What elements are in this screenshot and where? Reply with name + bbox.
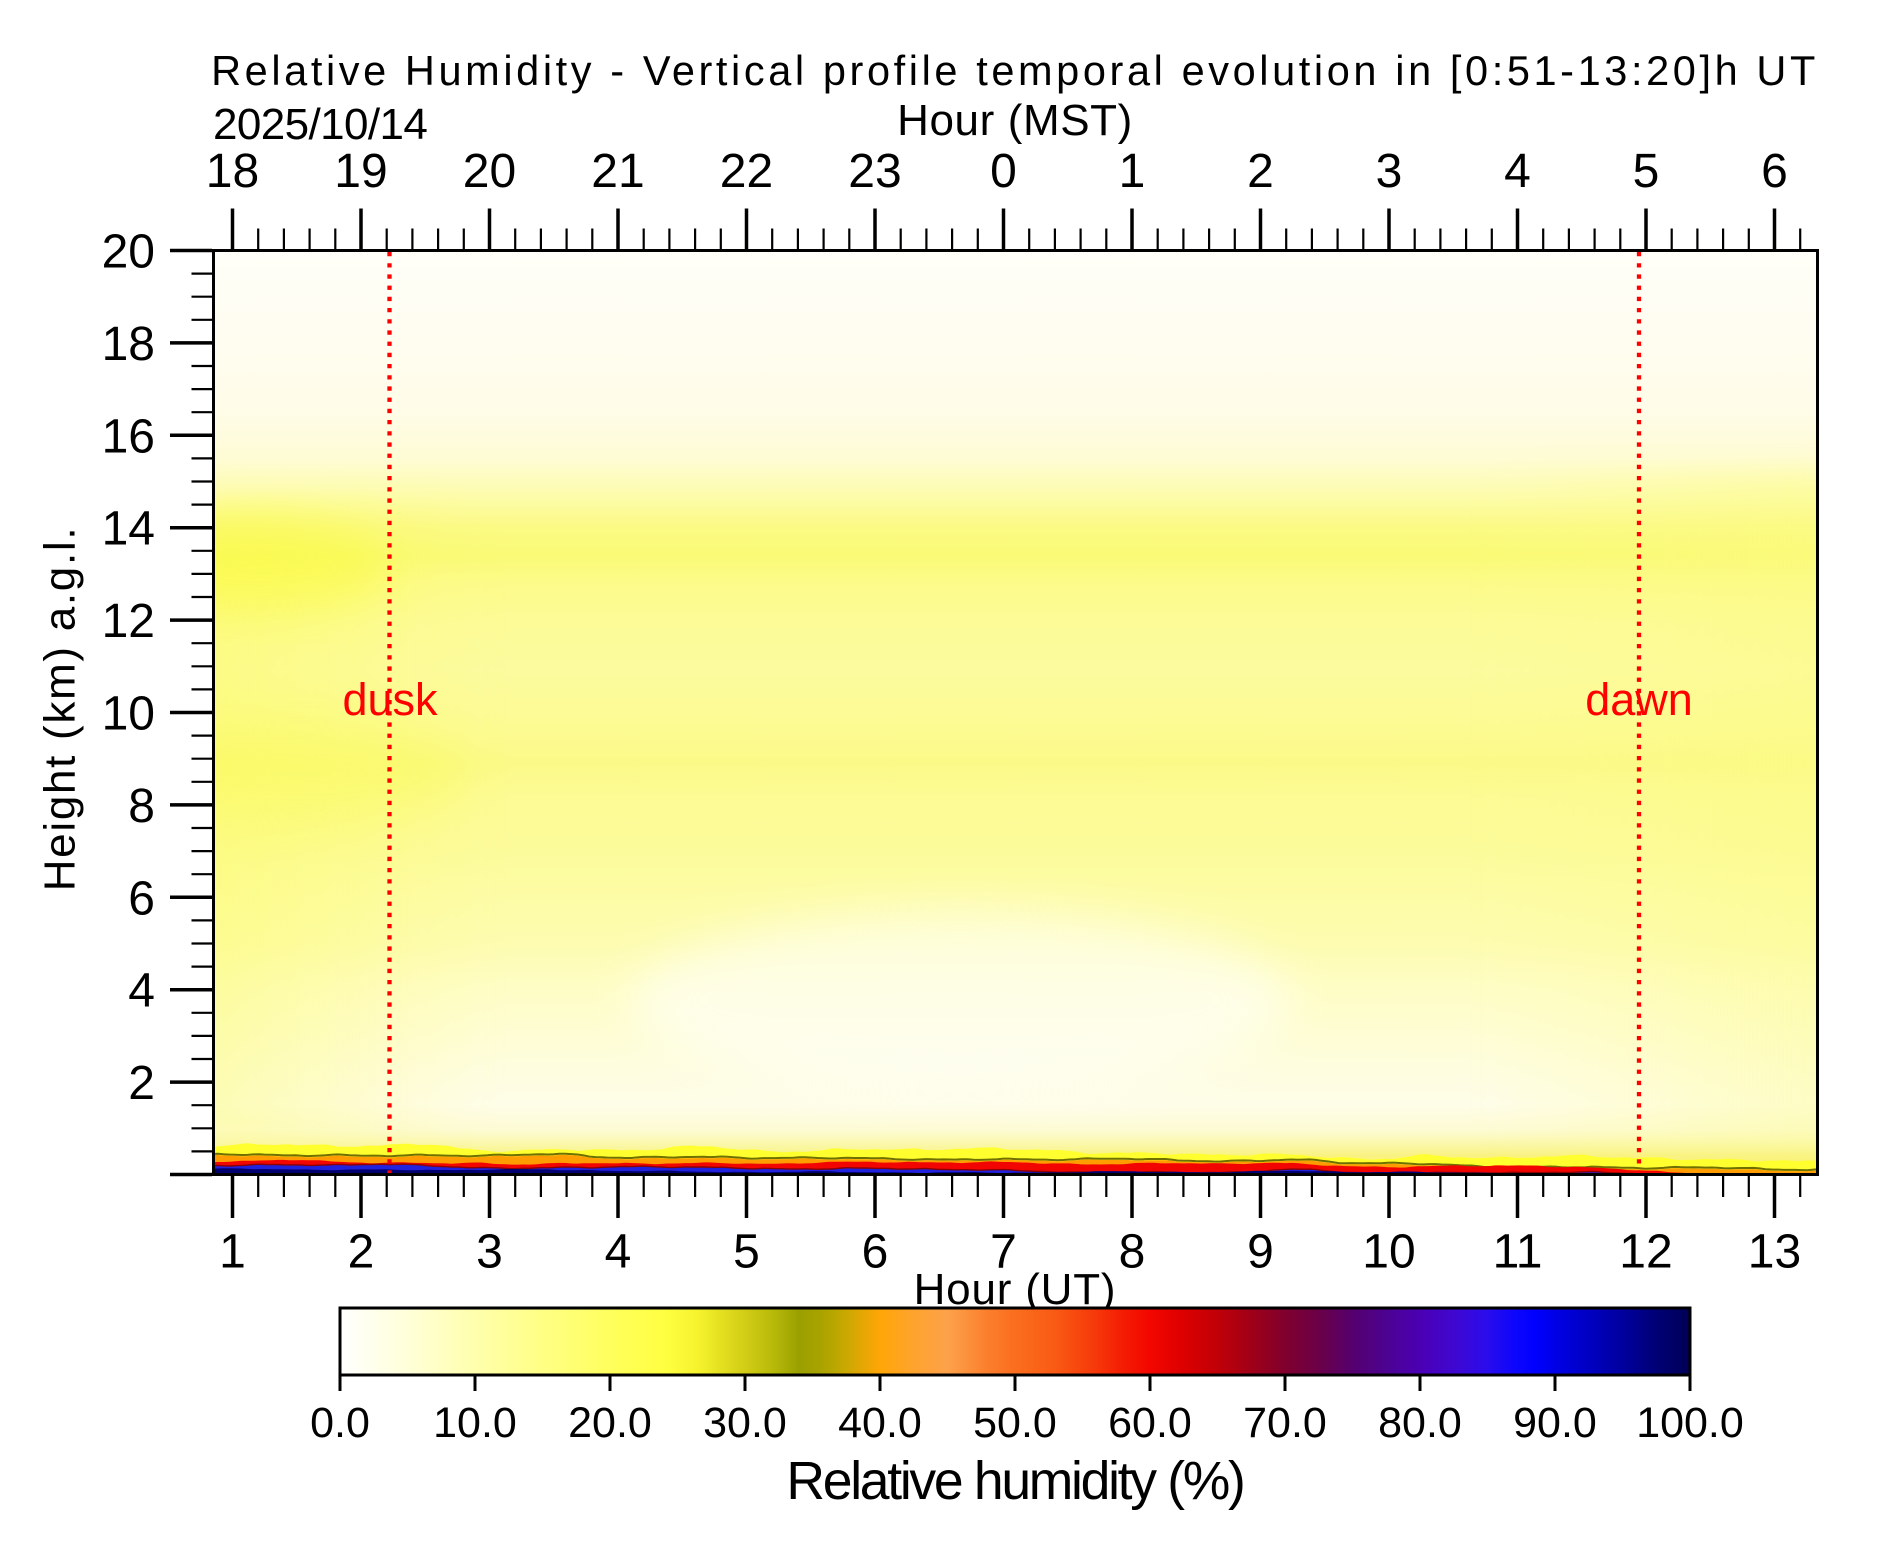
svg-text:18: 18 bbox=[102, 318, 155, 371]
svg-text:50.0: 50.0 bbox=[973, 1399, 1057, 1447]
svg-text:2: 2 bbox=[348, 1226, 375, 1279]
svg-text:10.0: 10.0 bbox=[433, 1399, 517, 1447]
svg-text:12: 12 bbox=[1619, 1226, 1672, 1279]
svg-text:2025/10/14: 2025/10/14 bbox=[213, 100, 427, 149]
svg-text:13: 13 bbox=[1748, 1226, 1801, 1279]
svg-text:6: 6 bbox=[128, 872, 155, 925]
svg-text:0.0: 0.0 bbox=[310, 1399, 370, 1447]
svg-text:1: 1 bbox=[219, 1226, 246, 1279]
svg-text:60.0: 60.0 bbox=[1108, 1399, 1192, 1447]
svg-text:Relative Humidity - Vertical p: Relative Humidity - Vertical profile tem… bbox=[211, 47, 1819, 94]
svg-text:70.0: 70.0 bbox=[1243, 1399, 1327, 1447]
svg-text:20: 20 bbox=[463, 145, 516, 198]
svg-text:90.0: 90.0 bbox=[1513, 1399, 1597, 1447]
svg-text:40.0: 40.0 bbox=[838, 1399, 922, 1447]
svg-text:Height (km) a.g.l.: Height (km) a.g.l. bbox=[36, 526, 85, 892]
svg-text:11: 11 bbox=[1493, 1226, 1543, 1279]
svg-text:7: 7 bbox=[990, 1226, 1017, 1279]
svg-text:10: 10 bbox=[102, 688, 155, 741]
svg-text:14: 14 bbox=[102, 503, 155, 556]
svg-text:8: 8 bbox=[1119, 1226, 1146, 1279]
svg-text:9: 9 bbox=[1247, 1226, 1274, 1279]
svg-text:2: 2 bbox=[1247, 145, 1274, 198]
svg-text:3: 3 bbox=[476, 1226, 503, 1279]
svg-text:Relative humidity (%): Relative humidity (%) bbox=[786, 1452, 1243, 1511]
svg-text:10: 10 bbox=[1362, 1226, 1415, 1279]
svg-text:dusk: dusk bbox=[342, 674, 438, 725]
svg-text:18: 18 bbox=[206, 145, 259, 198]
svg-text:4: 4 bbox=[1504, 145, 1531, 198]
svg-text:12: 12 bbox=[102, 595, 155, 648]
svg-text:100.0: 100.0 bbox=[1636, 1399, 1744, 1447]
svg-text:8: 8 bbox=[128, 780, 155, 833]
svg-text:Hour (UT): Hour (UT) bbox=[914, 1265, 1117, 1314]
svg-text:23: 23 bbox=[848, 145, 901, 198]
svg-text:5: 5 bbox=[733, 1226, 760, 1279]
svg-text:16: 16 bbox=[102, 410, 155, 463]
svg-text:21: 21 bbox=[591, 145, 644, 198]
svg-text:3: 3 bbox=[1376, 145, 1403, 198]
svg-text:dawn: dawn bbox=[1585, 674, 1693, 725]
svg-text:0: 0 bbox=[990, 145, 1017, 198]
svg-text:30.0: 30.0 bbox=[703, 1399, 787, 1447]
svg-text:80.0: 80.0 bbox=[1378, 1399, 1462, 1447]
svg-text:19: 19 bbox=[334, 145, 387, 198]
svg-text:6: 6 bbox=[862, 1226, 889, 1279]
svg-text:4: 4 bbox=[128, 965, 155, 1018]
svg-text:4: 4 bbox=[605, 1226, 632, 1279]
svg-text:22: 22 bbox=[720, 145, 773, 198]
svg-text:Hour (MST): Hour (MST) bbox=[897, 96, 1133, 145]
svg-text:20: 20 bbox=[102, 226, 155, 279]
svg-text:20.0: 20.0 bbox=[568, 1399, 652, 1447]
svg-text:2: 2 bbox=[128, 1057, 155, 1110]
svg-text:6: 6 bbox=[1761, 145, 1788, 198]
svg-text:5: 5 bbox=[1633, 145, 1660, 198]
svg-text:1: 1 bbox=[1119, 145, 1146, 198]
